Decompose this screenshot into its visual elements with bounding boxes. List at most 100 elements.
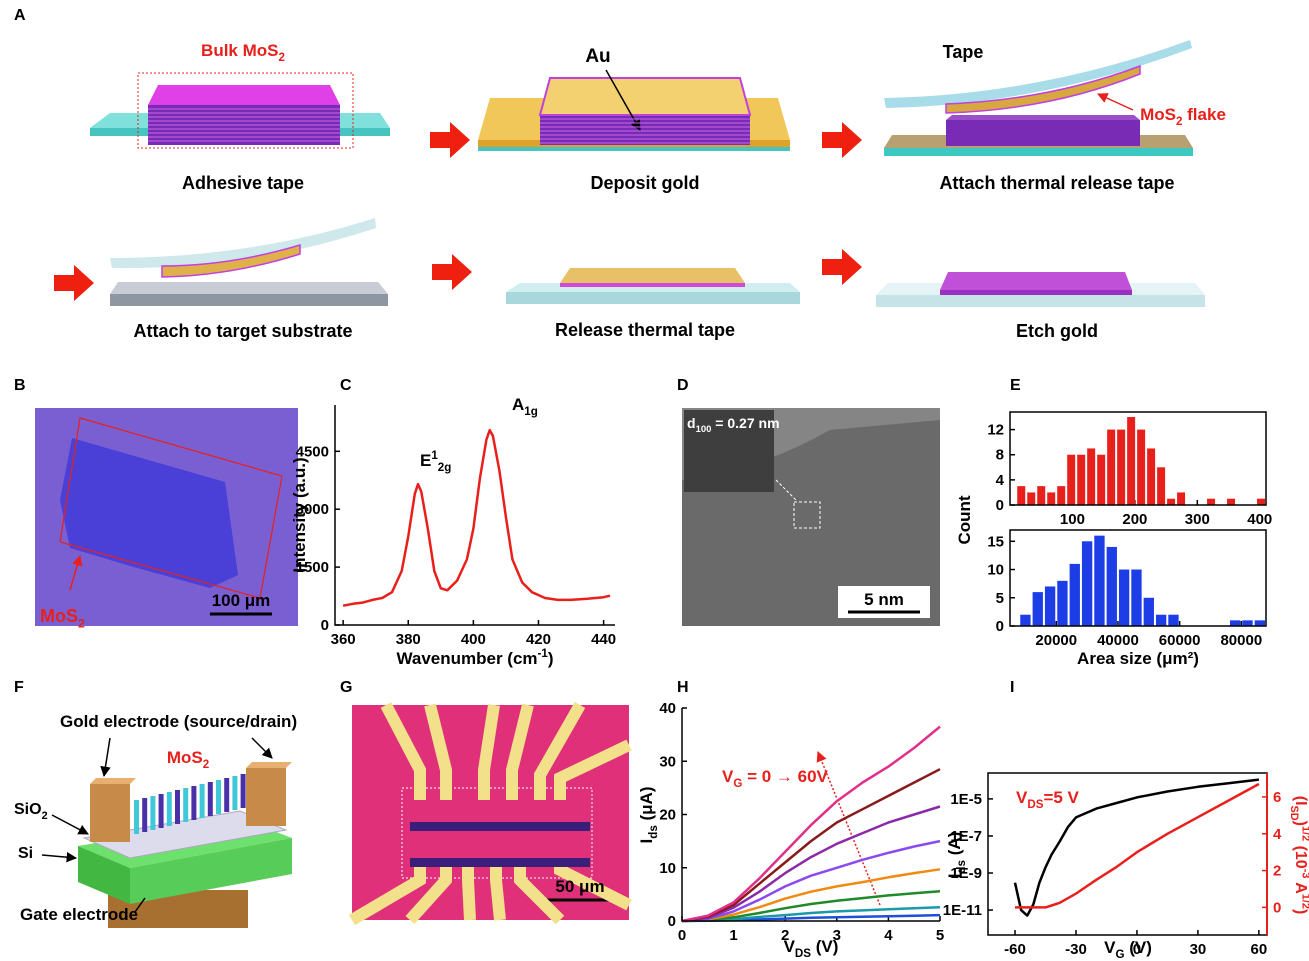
text-part: (I bbox=[1292, 796, 1309, 806]
x-tick-label: 360 bbox=[331, 631, 356, 648]
data-line bbox=[343, 430, 610, 606]
histogram-bar bbox=[1242, 620, 1252, 626]
process-arrow bbox=[822, 249, 862, 285]
text-part: Bulk MoS bbox=[201, 41, 278, 60]
histogram-bar bbox=[1067, 455, 1075, 505]
x-tick-label: 80000 bbox=[1220, 632, 1262, 649]
mos2-pillar bbox=[134, 800, 139, 834]
mos2-pillar bbox=[175, 790, 180, 824]
text-part: d bbox=[687, 415, 696, 431]
tape-side bbox=[884, 148, 1193, 156]
histogram-bar bbox=[1144, 598, 1154, 626]
gold-flake bbox=[560, 268, 745, 283]
mos2-pillar bbox=[241, 774, 246, 808]
y-tick-label: 40 bbox=[659, 700, 676, 717]
histogram-bar bbox=[1087, 448, 1095, 505]
y2-axis-label: (ISD)1/2 (10-3 A1/2) bbox=[1288, 796, 1309, 915]
process-arrow bbox=[430, 122, 470, 158]
y-tick-label: 0 bbox=[668, 913, 676, 930]
x-tick-label: 1 bbox=[729, 927, 737, 944]
y-tick-label: 10 bbox=[659, 860, 676, 877]
mos2-top bbox=[946, 115, 1140, 120]
pointer bbox=[252, 738, 272, 758]
text-part: SiO bbox=[14, 801, 42, 818]
x-tick-label: 380 bbox=[396, 631, 421, 648]
mos2-pillar bbox=[224, 778, 229, 812]
histogram-bar bbox=[1027, 492, 1035, 505]
y-tick-label: 1E-11 bbox=[943, 902, 982, 919]
annotation: VDS=5 V bbox=[1016, 788, 1080, 811]
axis-label: Count bbox=[955, 495, 974, 544]
histogram-bar bbox=[1230, 620, 1240, 626]
x-tick-label: 0 bbox=[678, 927, 686, 944]
mos2-flake bbox=[940, 272, 1132, 290]
histogram-bar bbox=[1207, 499, 1215, 505]
histogram-bar bbox=[1047, 492, 1055, 505]
material-label: MoS2 flake bbox=[1140, 105, 1226, 128]
channel bbox=[410, 858, 590, 867]
electrode bbox=[246, 768, 286, 826]
mos2-pillar bbox=[159, 794, 164, 828]
text-part: DS bbox=[1027, 798, 1043, 811]
mos2-pillar bbox=[150, 796, 155, 830]
text-part: (10 bbox=[1292, 841, 1309, 869]
text-part: 1g bbox=[524, 405, 538, 418]
mos2-pillar bbox=[183, 788, 188, 822]
text-part: = 0.27 nm bbox=[711, 415, 779, 431]
text-part: MoS bbox=[167, 748, 203, 767]
step-caption: Release thermal tape bbox=[555, 320, 735, 340]
step-caption: Attach to target substrate bbox=[133, 321, 352, 341]
text-part: 100 bbox=[696, 424, 712, 435]
histogram-bar bbox=[1057, 486, 1065, 505]
x-tick-label: 60 bbox=[1251, 941, 1268, 958]
text-part: SD bbox=[1288, 806, 1300, 821]
text-part: 2 bbox=[78, 616, 85, 630]
mos2-top bbox=[148, 85, 340, 105]
text-part: MoS bbox=[1140, 105, 1176, 124]
mos2-pillar bbox=[208, 782, 213, 816]
histogram-bar bbox=[1097, 455, 1105, 505]
y-axis-label: Intensity (a.u.) bbox=[290, 457, 309, 572]
y-tick-label: 4 bbox=[996, 472, 1005, 489]
step-caption: Deposit gold bbox=[591, 173, 700, 193]
electrode bbox=[90, 784, 130, 842]
histogram-bar bbox=[1045, 586, 1055, 626]
panel-letter: G bbox=[340, 679, 352, 696]
x-tick-label: 4 bbox=[884, 927, 893, 944]
histogram-bar bbox=[1257, 499, 1265, 505]
text-part: V bbox=[1016, 788, 1028, 807]
y-tick-label: 12 bbox=[987, 422, 1004, 439]
x-tick-label: 60000 bbox=[1159, 632, 1201, 649]
x-tick-label: 20000 bbox=[1035, 632, 1077, 649]
histogram-bar bbox=[1033, 592, 1043, 626]
axis-line bbox=[682, 708, 940, 921]
histogram-bar bbox=[1017, 486, 1025, 505]
histogram-bar bbox=[1168, 615, 1178, 626]
y-tick-label: 10 bbox=[987, 562, 1004, 579]
y-tick-label: 30 bbox=[659, 753, 676, 770]
text-part: 1/2 bbox=[1300, 894, 1309, 909]
panel-letter: B bbox=[14, 377, 26, 394]
x-tick-label: -60 bbox=[1004, 941, 1026, 958]
text-part: ds bbox=[647, 825, 660, 839]
histogram-bar bbox=[1020, 615, 1030, 626]
text-part: 2 bbox=[203, 758, 209, 771]
mos2-pillar bbox=[142, 798, 147, 832]
text-part: (V) bbox=[811, 937, 838, 956]
annotation: E12g bbox=[420, 449, 451, 474]
electrode bbox=[468, 865, 470, 920]
y-tick-label: 8 bbox=[996, 447, 1004, 464]
text-part: ) bbox=[548, 649, 554, 668]
label: Gate electrode bbox=[20, 905, 138, 924]
histogram-bar bbox=[1255, 620, 1265, 626]
histogram-bar bbox=[1177, 492, 1185, 505]
x-tick-label: 400 bbox=[1247, 511, 1272, 528]
text-part: DS bbox=[795, 947, 811, 960]
text-part: V bbox=[1104, 938, 1116, 957]
text-part: 2 bbox=[279, 51, 285, 64]
tape-side bbox=[478, 147, 790, 151]
electrode-top bbox=[90, 778, 136, 784]
y-tick-label: 0 bbox=[996, 618, 1004, 635]
data-line bbox=[682, 769, 940, 921]
mos2-pillar bbox=[167, 792, 172, 826]
